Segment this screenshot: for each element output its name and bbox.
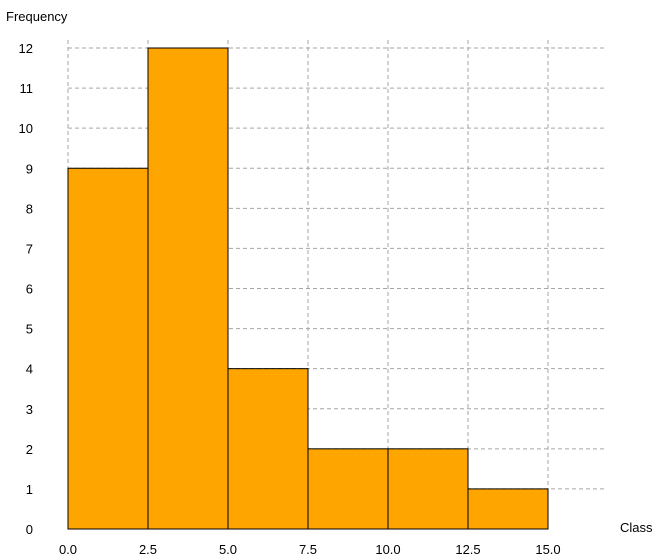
y-tick-label: 8 [26,201,33,216]
x-tick-label: 15.0 [535,542,560,557]
x-tick-label: 12.5 [455,542,480,557]
y-tick-label: 7 [26,241,33,256]
histogram-bar [147,47,229,530]
histogram-bar [67,167,149,530]
y-tick-label: 2 [26,442,33,457]
x-tick-label: 7.5 [299,542,317,557]
x-axis-title: Class [620,520,653,535]
y-tick-label: 6 [26,282,33,297]
bars [67,47,549,530]
histogram-bar [387,448,469,530]
y-tick-label: 0 [26,522,33,537]
histogram-bar [467,488,549,530]
y-tick-label: 4 [26,362,33,377]
y-tick-label: 10 [19,121,33,136]
histogram-bar [307,448,389,530]
y-tick-label: 1 [26,482,33,497]
y-tick-label: 3 [26,402,33,417]
y-tick-label: 5 [26,322,33,337]
histogram-bar [227,368,309,530]
y-tick-label: 11 [20,81,34,96]
y-tick-label: 9 [26,161,33,176]
y-axis-title: Frequency [6,9,68,24]
y-tick-label: 12 [19,41,33,56]
x-tick-label: 5.0 [219,542,237,557]
x-tick-label: 0.0 [59,542,77,557]
x-tick-label: 10.0 [375,542,400,557]
x-tick-label: 2.5 [139,542,157,557]
